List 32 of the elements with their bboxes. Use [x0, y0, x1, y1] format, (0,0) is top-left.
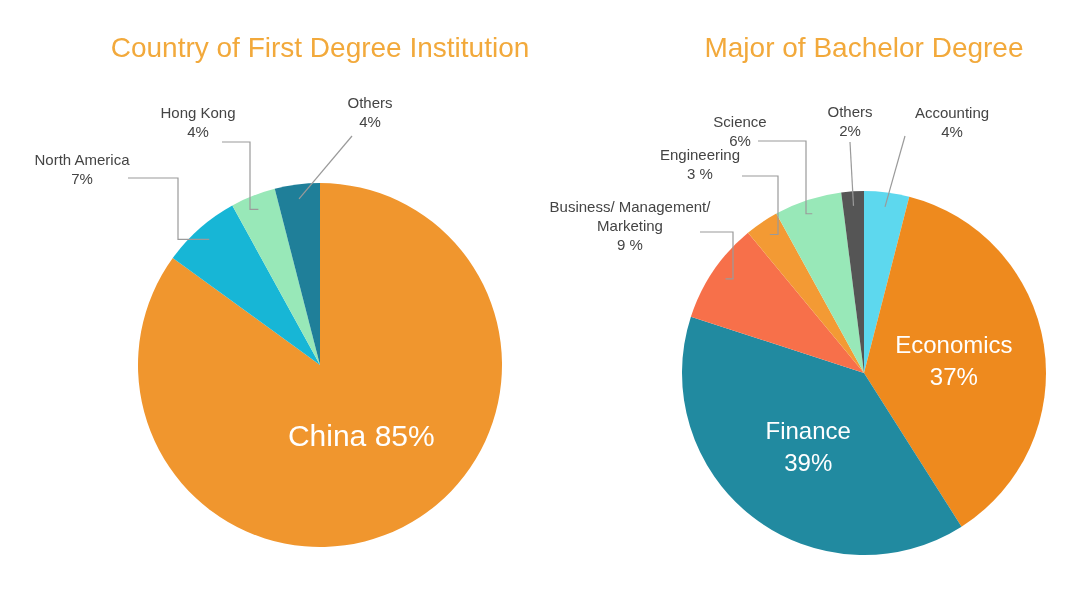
data-label: 6%	[729, 132, 751, 149]
chart-title: Major of Bachelor Degree	[704, 32, 1024, 63]
data-label: 4%	[941, 123, 963, 140]
slice-label: Business/ Management/ Marketing	[549, 198, 712, 234]
slice-label: China	[287, 419, 367, 453]
data-label: 4%	[187, 123, 209, 140]
data-label: 4%	[359, 113, 381, 130]
pie-slice	[690, 232, 864, 373]
slice-label: Science	[713, 113, 767, 130]
slice-label: Others	[347, 94, 393, 111]
slice-label: North America	[34, 151, 131, 168]
data-label: 7%	[71, 170, 93, 187]
pie-slice	[864, 196, 1046, 527]
chart-title: Country of First Degree Institution	[110, 32, 530, 63]
data-label: 9 %	[617, 236, 643, 253]
data-label: 85%	[374, 419, 435, 453]
pie-slice	[232, 188, 320, 365]
data-label: 3 %	[687, 165, 713, 182]
slice-label: Others	[827, 103, 873, 120]
slice-label: Accounting	[914, 104, 990, 121]
slice-label: Engineering	[659, 146, 741, 163]
data-label: 39%	[784, 448, 833, 476]
slice-label: Finance	[765, 416, 851, 444]
data-label: 2%	[839, 122, 861, 139]
slice-label: Economics	[895, 330, 1013, 358]
pie-slice	[747, 213, 864, 373]
pie-slice	[274, 183, 320, 365]
slice-label: Hong Kong	[160, 104, 236, 121]
pie-slice	[172, 205, 320, 365]
data-label: 37%	[929, 362, 978, 390]
pie-slice	[138, 183, 502, 547]
pie-slice	[776, 192, 864, 373]
